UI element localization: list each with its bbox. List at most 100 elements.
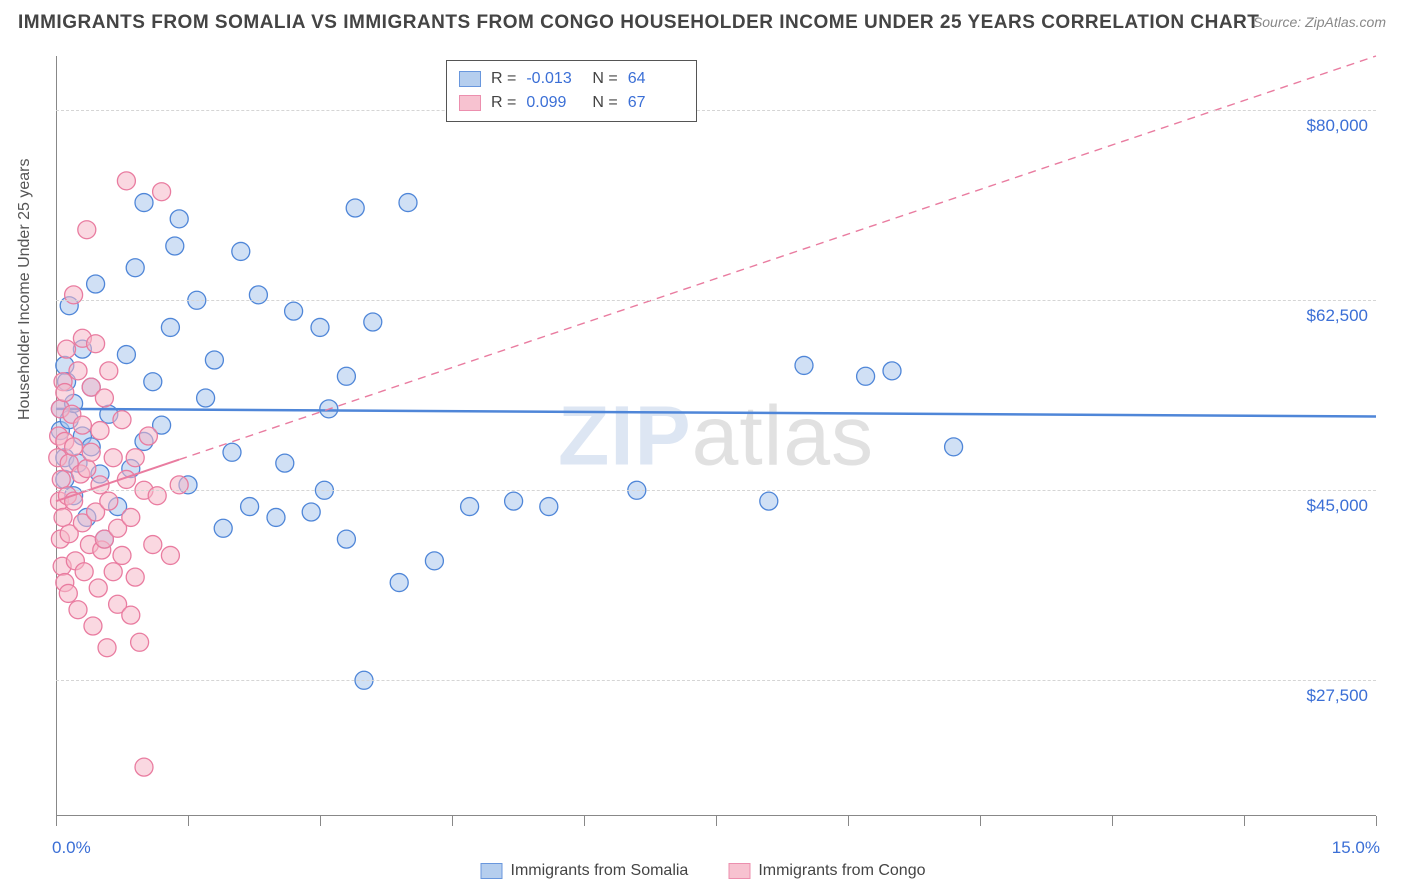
scatter-point <box>267 508 285 526</box>
scatter-point <box>161 318 179 336</box>
chart-area: ZIPatlas $80,000$62,500$45,000$27,500 R … <box>56 56 1376 816</box>
gridline <box>56 680 1376 681</box>
scatter-point <box>390 574 408 592</box>
x-tick <box>716 816 717 826</box>
scatter-point <box>795 356 813 374</box>
chart-title: IMMIGRANTS FROM SOMALIA VS IMMIGRANTS FR… <box>18 12 1259 34</box>
scatter-point <box>52 470 70 488</box>
scatter-point <box>883 362 901 380</box>
swatch-series2 <box>459 95 481 111</box>
scatter-point <box>311 318 329 336</box>
scatter-point <box>122 606 140 624</box>
scatter-point <box>223 443 241 461</box>
scatter-point <box>54 508 72 526</box>
scatter-point <box>857 367 875 385</box>
stats-box: R = -0.013 N = 64 R = 0.099 N = 67 <box>446 60 697 122</box>
scatter-point <box>126 449 144 467</box>
legend-label-series1: Immigrants from Somalia <box>511 862 689 880</box>
x-axis-min-label: 0.0% <box>52 838 91 858</box>
y-tick-label: $27,500 <box>1307 686 1368 706</box>
source-label: Source: ZipAtlas.com <box>1253 14 1386 30</box>
scatter-point <box>65 438 83 456</box>
scatter-point <box>214 519 232 537</box>
scatter-point <box>87 335 105 353</box>
scatter-point <box>144 536 162 554</box>
scatter-point <box>117 346 135 364</box>
legend-swatch-series2 <box>728 863 750 879</box>
scatter-point <box>505 492 523 510</box>
scatter-point <box>144 373 162 391</box>
x-tick <box>980 816 981 826</box>
scatter-point <box>302 503 320 521</box>
scatter-point <box>73 416 91 434</box>
scatter-point <box>197 389 215 407</box>
scatter-point <box>104 449 122 467</box>
scatter-point <box>78 460 96 478</box>
scatter-point <box>241 498 259 516</box>
scatter-point <box>131 633 149 651</box>
scatter-point <box>760 492 778 510</box>
legend-swatch-series1 <box>481 863 503 879</box>
scatter-point <box>205 351 223 369</box>
scatter-point <box>58 340 76 358</box>
x-axis-max-label: 15.0% <box>1332 838 1380 858</box>
scatter-point <box>95 389 113 407</box>
scatter-point <box>56 384 74 402</box>
stats-row-series2: R = 0.099 N = 67 <box>459 91 684 115</box>
y-tick-label: $62,500 <box>1307 306 1368 326</box>
stat-R-val-1: -0.013 <box>526 67 582 91</box>
gridline <box>56 300 1376 301</box>
scatter-point <box>126 259 144 277</box>
x-tick <box>1112 816 1113 826</box>
trend-line-dashed <box>179 56 1376 460</box>
stat-R-label: R = <box>491 67 516 91</box>
scatter-point <box>113 546 131 564</box>
scatter-point <box>113 411 131 429</box>
scatter-point <box>170 210 188 228</box>
scatter-point <box>69 601 87 619</box>
scatter-point <box>104 563 122 581</box>
scatter-point <box>84 617 102 635</box>
scatter-point <box>100 362 118 380</box>
x-tick <box>56 816 57 826</box>
scatter-point <box>337 530 355 548</box>
stat-N-label: N = <box>592 67 617 91</box>
swatch-series1 <box>459 71 481 87</box>
scatter-point <box>78 221 96 239</box>
y-axis-label: Householder Income Under 25 years <box>16 159 34 420</box>
bottom-legend: Immigrants from Somalia Immigrants from … <box>481 862 926 880</box>
scatter-point <box>945 438 963 456</box>
scatter-point <box>122 508 140 526</box>
scatter-point <box>117 172 135 190</box>
stat-N-val-2: 67 <box>628 91 684 115</box>
legend-label-series2: Immigrants from Congo <box>758 862 925 880</box>
scatter-point <box>126 568 144 586</box>
scatter-point <box>98 639 116 657</box>
scatter-point <box>399 194 417 212</box>
scatter-point <box>285 302 303 320</box>
scatter-point <box>69 362 87 380</box>
scatter-point <box>82 443 100 461</box>
x-tick <box>320 816 321 826</box>
plot-svg <box>56 56 1376 816</box>
scatter-point <box>87 275 105 293</box>
y-tick-label: $45,000 <box>1307 496 1368 516</box>
stats-row-series1: R = -0.013 N = 64 <box>459 67 684 91</box>
x-tick <box>452 816 453 826</box>
stat-R-label2: R = <box>491 91 516 115</box>
x-tick <box>1376 816 1377 826</box>
scatter-point <box>540 498 558 516</box>
stat-N-label2: N = <box>592 91 617 115</box>
legend-item-series2: Immigrants from Congo <box>728 862 925 880</box>
scatter-point <box>135 758 153 776</box>
scatter-point <box>75 563 93 581</box>
scatter-point <box>364 313 382 331</box>
scatter-point <box>166 237 184 255</box>
scatter-point <box>337 367 355 385</box>
trend-line-solid <box>56 409 1376 417</box>
gridline <box>56 110 1376 111</box>
x-tick <box>1244 816 1245 826</box>
scatter-point <box>346 199 364 217</box>
scatter-point <box>161 546 179 564</box>
scatter-point <box>153 183 171 201</box>
